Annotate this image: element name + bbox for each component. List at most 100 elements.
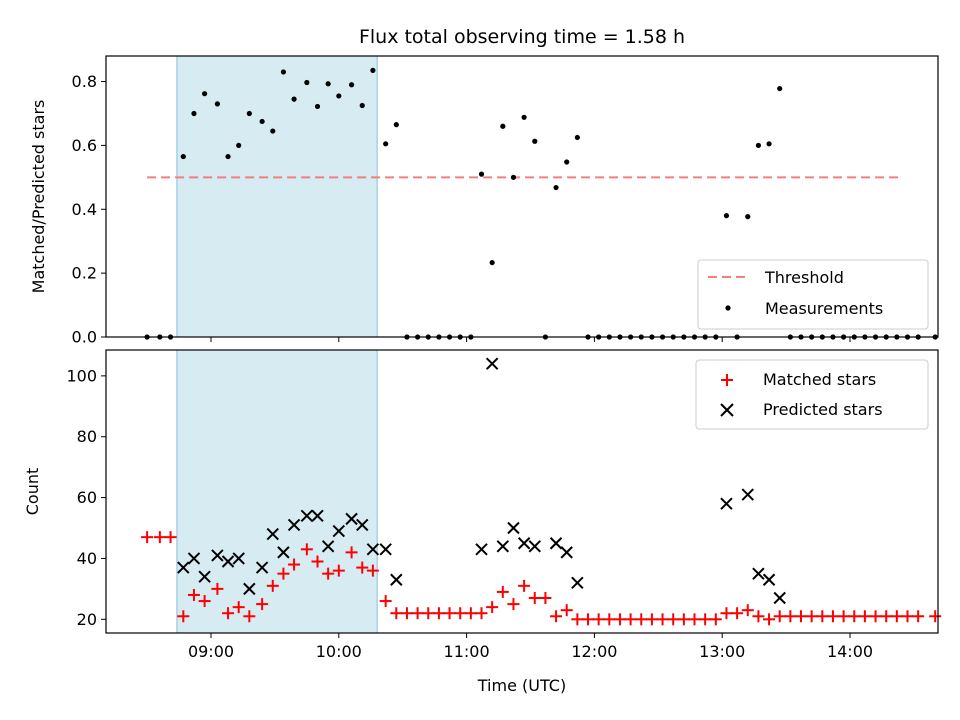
measurement-point [202,91,208,97]
measurement-point [766,141,772,147]
predicted-star-point [255,561,269,574]
measurement-point [191,110,197,117]
predicted-star-point [773,591,786,605]
matched-star-point [187,588,200,601]
measurement-point [180,153,186,160]
matched-star-point [720,607,733,620]
count-x-tick-label: 11:00 [444,642,490,661]
count-y-tick-label: 100 [66,366,97,385]
predicted-star-point [496,540,510,553]
predicted-star-point [741,488,754,501]
matched-star-point [475,607,488,620]
matched-star-point [486,601,499,614]
count-legend-box [695,359,929,430]
measurement-point [489,259,495,266]
measurement-point [723,213,730,219]
matched-star-point [773,610,786,623]
matched-star-point [164,531,177,544]
measurement-point [325,81,331,87]
predicted-star-point [300,509,314,523]
matched-star-point [141,531,154,544]
matched-star-point [656,613,669,626]
count-x-tick-label: 09:00 [188,642,234,661]
observing-interval-highlight-count [176,349,378,634]
matched-star-point [667,613,680,626]
predicted-star-point [187,552,201,565]
measurement-point [314,103,321,110]
matched-star-point [356,561,369,574]
measurement-point [270,128,276,134]
measurement-point [574,134,580,141]
measurement-point [259,118,265,125]
matched-star-point [345,546,358,559]
matched-star-point [624,613,637,626]
matched-star-point [848,610,861,623]
predicted-star-point [287,518,301,532]
matched-star-point [464,607,477,620]
measurement-point [304,79,310,86]
predicted-star-point [507,521,520,535]
matched-star-point [177,610,190,623]
observing-interval-highlight [176,55,378,338]
matched-star-point [266,579,279,592]
measurement-point [236,142,242,149]
matched-star-point [560,604,573,617]
matched-star-point [752,610,765,623]
predicted-star-point [475,543,488,556]
matched-star-point [688,613,701,626]
predicted-star-point [221,555,235,568]
matched-star-point [603,613,616,626]
matched-star-point [869,610,882,623]
measurement-point [246,110,252,117]
matched-star-point [890,610,903,623]
predicted-star-point [560,546,573,559]
matched-star-point [763,613,776,626]
legend-measurements-swatch [725,305,731,311]
matched-star-point [592,613,605,626]
matched-star-point [332,564,345,577]
ratio-panel: 0.0 0.2 0.4 0.6 0.8 Flux total observing tim… [29,26,939,347]
predicted-star-point [321,540,335,553]
count-y-axis-label: Count [23,468,42,516]
matched-star-point [741,604,754,617]
matched-star-point [153,531,166,544]
time-axis-label: Time (UTC) [477,676,566,695]
legend-predicted-label: Predicted stars [763,400,883,419]
matched-star-point [709,613,722,626]
predicted-star-point [243,582,256,596]
measurement-point [755,142,762,149]
measurement-point [383,141,389,147]
ratio-legend: Threshold Measurements [697,259,929,330]
ratio-legend-box [697,259,929,330]
predicted-star-point [177,561,190,574]
count-x-ticks: 09:00 10:00 11:00 12:00 13:00 14:00 [188,633,873,661]
measurement-point [291,96,297,102]
count-legend: Matched stars Predicted stars [695,359,929,430]
count-y-ticks: 20 40 60 80 100 [66,366,106,629]
matched-star-point [507,598,520,611]
matched-star-point [731,607,744,620]
matched-star-point [645,613,658,626]
count-y-tick-label: 20 [77,610,97,629]
legend-measurements-label: Measurements [765,299,883,318]
count-x-tick-label: 14:00 [827,642,873,661]
legend-predicted-swatch [720,403,734,417]
matched-star-point [496,585,509,598]
matched-star-point [256,598,269,611]
ratio-y-ticks: 0.0 0.2 0.4 0.6 0.8 [72,72,106,347]
matched-star-point [635,613,648,626]
measurement-point [280,69,287,75]
matched-star-point [243,610,256,623]
measurement-point [359,102,365,109]
matched-star-point [784,610,797,623]
measurement-point [225,153,231,160]
matched-star-point [232,601,245,614]
matched-star-point [390,607,403,620]
matched-star-point [528,592,541,605]
predicted-star-point [762,573,776,586]
measurement-point [214,101,220,107]
matched-star-point [805,610,818,623]
matched-star-point [288,558,301,571]
matched-star-point [677,613,690,626]
